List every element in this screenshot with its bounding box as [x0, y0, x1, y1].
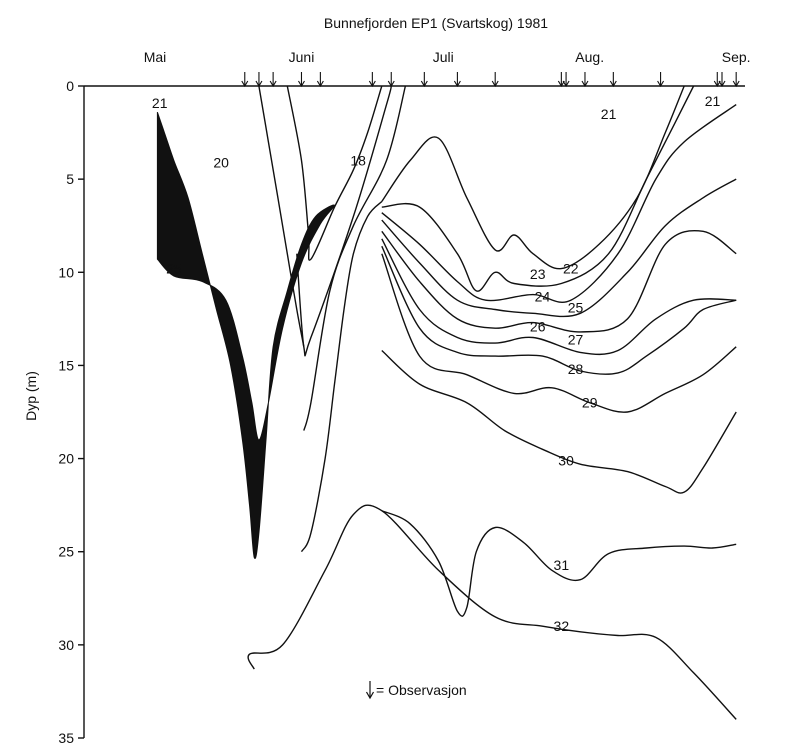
observation-arrow [255, 72, 263, 88]
observation-arrow [316, 72, 324, 88]
observation-arrow [241, 72, 249, 88]
month-label: Juni [289, 49, 315, 65]
observation-arrow [387, 72, 395, 88]
contour-label: 32 [554, 618, 570, 634]
legend: = Observasjon [365, 681, 467, 700]
observation-arrow-icon [365, 681, 375, 700]
y-tick-label: 15 [58, 357, 74, 373]
observation-arrow [562, 72, 570, 88]
observation-arrow [713, 72, 721, 88]
contour-label: 21 [601, 106, 617, 122]
contour-line [296, 85, 392, 357]
observation-arrow [368, 72, 376, 88]
contour-line-22 [381, 85, 685, 270]
month-label: Aug. [575, 49, 604, 65]
legend-observation-text: = Observasjon [376, 682, 467, 698]
observation-arrow [609, 72, 617, 88]
contour-label: 30 [558, 452, 574, 468]
observation-arrow [491, 72, 499, 88]
contour-label: 27 [568, 331, 584, 347]
contour-label: 26 [530, 318, 546, 334]
contour-label: 31 [554, 557, 570, 573]
observation-arrow [420, 72, 428, 88]
contour-label: 24 [535, 289, 551, 305]
contour-line [300, 200, 383, 553]
observation-arrow [453, 72, 461, 88]
contour-label: 28 [568, 361, 584, 377]
contour-line-18 [286, 85, 383, 261]
observation-arrows [241, 72, 740, 88]
contour-line-30 [381, 349, 737, 494]
contour-label: 23 [530, 266, 546, 282]
contour-label: 25 [166, 261, 182, 277]
month-label: Sep. [722, 49, 751, 65]
observation-arrow [298, 72, 305, 88]
observation-arrow [269, 72, 277, 88]
observation-arrow [557, 72, 565, 88]
observation-arrow [718, 72, 726, 88]
contour-line-25 [381, 178, 737, 318]
y-tick-label: 5 [66, 171, 74, 187]
contour-filled-region-21-25 [156, 111, 336, 559]
observation-arrow [732, 72, 740, 88]
y-axis-ticks: 0 5 10 15 20 25 30 35 [58, 78, 84, 743]
contour-line-23 [381, 85, 695, 292]
chart-title: Bunnefjorden EP1 (Svartskog) 1981 [324, 15, 548, 31]
y-tick-label: 20 [58, 451, 74, 467]
contour-label: 18 [350, 153, 366, 169]
contour-label: 21 [705, 93, 721, 109]
contour-lines [247, 85, 737, 720]
observation-arrow [581, 72, 589, 88]
y-tick-label: 10 [58, 264, 74, 280]
contour-label: 20 [213, 154, 229, 170]
contour-line-27 [381, 238, 737, 356]
contour-label: 21 [152, 95, 168, 111]
contour-labels: 21 20 18 21 21 25 22 23 24 25 26 27 28 29 30 31 32 [152, 93, 721, 634]
contour-label: 25 [568, 300, 584, 316]
contour-label: 22 [563, 261, 579, 277]
contour-line-29 [381, 253, 737, 413]
y-tick-label: 0 [66, 78, 74, 94]
contour-line [303, 85, 407, 431]
month-label: Juli [433, 49, 454, 65]
month-label: Mai [144, 49, 167, 65]
contour-line-32 [247, 504, 737, 720]
contour-label: 29 [582, 395, 598, 411]
y-tick-label: 30 [58, 637, 74, 653]
contour-line-26 [381, 229, 737, 333]
contour-line-24 [381, 104, 737, 303]
y-tick-label: 35 [58, 730, 74, 743]
month-labels: Mai Juni Juli Aug. Sep. [144, 49, 751, 65]
y-tick-label: 25 [58, 544, 74, 560]
observation-arrow [657, 72, 665, 88]
contour-line-28 [381, 245, 737, 375]
contour-line-20 [258, 85, 305, 347]
y-axis-label: Dyp (m) [23, 371, 39, 421]
